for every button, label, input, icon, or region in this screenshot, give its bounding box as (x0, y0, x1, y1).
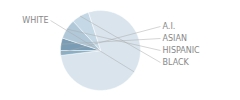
svg-text:HISPANIC: HISPANIC (163, 46, 201, 55)
svg-text:ASIAN: ASIAN (163, 34, 187, 43)
svg-text:WHITE: WHITE (22, 16, 48, 25)
svg-text:BLACK: BLACK (163, 58, 190, 67)
svg-text:A.I.: A.I. (163, 22, 176, 31)
